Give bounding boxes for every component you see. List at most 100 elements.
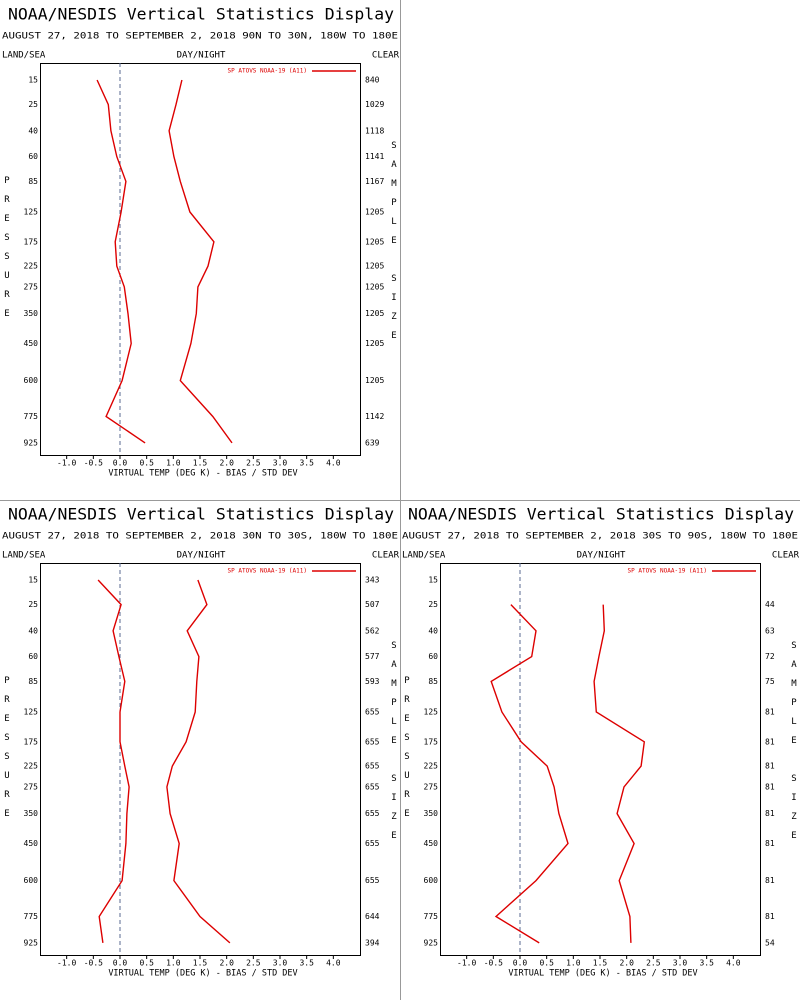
chart-subtitle: AUGUST 27, 2018 TO SEPTEMBER 2, 2018 90N… [2,32,398,42]
x-tick-label: 0.5 [139,959,154,968]
sample-size-label: 655 [365,708,380,717]
sample-size-label: 840 [365,76,380,85]
x-axis-label: VIRTUAL TEMP (DEG K) - BIAS / STD DEV [508,969,697,979]
x-tick-label: 2.5 [246,459,261,468]
sample-size-label: 562 [365,626,380,635]
y-tick-label: 125 [24,708,39,717]
x-tick-label: 2.0 [219,459,234,468]
chart-subtitle: AUGUST 27, 2018 TO SEPTEMBER 2, 2018 30S… [402,532,798,542]
panel: NOAA/NESDIS Vertical Statistics Display A… [2,505,400,979]
panel: NOAA/NESDIS Vertical Statistics Display A… [402,505,800,979]
column-header: DAY/NIGHT [577,551,626,561]
column-header: DAY/NIGHT [177,551,226,561]
plot-frame [40,63,361,456]
x-tick-label: -1.0 [57,459,76,468]
y-tick-label: 450 [24,339,39,348]
bias-line [490,604,569,944]
y-tick-label: 15 [28,576,38,585]
x-tick-label: 1.0 [166,459,181,468]
y-tick-label: 15 [428,576,438,585]
y-tick-label: 25 [28,600,38,609]
x-tick-label: 1.5 [593,959,608,968]
x-tick-label: 2.5 [246,959,261,968]
bias-line [97,579,130,943]
y-axis-label: PRESSURE [2,676,12,828]
y-tick-label: 600 [24,876,39,885]
chart-title: NOAA/NESDIS Vertical Statistics Display [8,5,394,24]
x-tick-label: 4.0 [726,959,741,968]
legend-label: SP ATOVS NOAA-19 (A11) [228,68,307,75]
x-tick-label: 0.0 [113,459,128,468]
sample-size-label: 1205 [365,237,384,246]
sample-size-label: 394 [365,938,380,947]
sample-size-label: 655 [365,839,380,848]
sample-size-label: 593 [365,677,380,686]
x-tick-label: 4.0 [326,959,341,968]
std-dev-line [168,79,233,444]
sample-size-label: 81 [765,708,775,717]
sample-size-label: 54 [765,938,775,947]
sample-size-label: 1205 [365,309,384,318]
legend-label: SP ATOVS NOAA-19 (A11) [228,568,307,575]
legend-label: SP ATOVS NOAA-19 (A11) [628,568,707,575]
y-tick-label: 175 [24,737,39,746]
x-tick-label: 3.5 [699,959,714,968]
sample-size-label: 81 [765,809,775,818]
y-tick-label: 25 [28,100,38,109]
sample-size-label: 644 [365,912,380,921]
sample-size-label: 655 [365,809,380,818]
y-tick-label: 225 [24,762,39,771]
sample-size-label: 655 [365,782,380,791]
chart-title: NOAA/NESDIS Vertical Statistics Display [408,505,794,524]
y-tick-label: 175 [424,737,439,746]
x-tick-label: 2.0 [619,959,634,968]
sample-size-label: 81 [765,876,775,885]
plot-frame [440,563,761,956]
x-tick-label: 3.0 [673,959,688,968]
x-tick-label: -1.0 [457,959,476,968]
y-axis-label: PRESSURE [402,676,412,828]
y-tick-label: 350 [424,809,439,818]
y-tick-label: 925 [24,438,39,447]
y-tick-label: 450 [24,839,39,848]
y-tick-label: 175 [24,237,39,246]
y-tick-label: 125 [24,208,39,217]
sample-size-label: 655 [365,737,380,746]
sample-size-label: 1205 [365,376,384,385]
chart-subtitle: AUGUST 27, 2018 TO SEPTEMBER 2, 2018 30N… [2,532,398,542]
x-tick-label: 2.5 [646,959,661,968]
x-tick-label: 0.5 [139,459,154,468]
y2-axis-label: SAMPLE SIZE [789,641,799,850]
x-tick-label: 0.0 [513,959,528,968]
chart-title: NOAA/NESDIS Vertical Statistics Display [8,505,394,524]
y-tick-label: 15 [28,76,38,85]
sample-size-label: 507 [365,600,380,609]
y-tick-label: 60 [28,152,38,161]
x-tick-label: 4.0 [326,459,341,468]
sample-size-label: 81 [765,839,775,848]
sample-size-label: 44 [765,600,775,609]
y-tick-label: 600 [24,376,39,385]
column-header: CLEAR [372,551,400,561]
y-tick-label: 450 [424,839,439,848]
x-tick-label: 3.5 [299,959,314,968]
y-tick-label: 40 [28,626,38,635]
y-tick-label: 225 [24,262,39,271]
sample-size-label: 81 [765,912,775,921]
sample-size-label: 1029 [365,100,384,109]
column-header: LAND/SEA [2,51,46,61]
sample-size-label: 1141 [365,152,384,161]
sample-size-label: 81 [765,762,775,771]
x-tick-label: 1.5 [193,459,208,468]
column-header: CLEAR [772,551,800,561]
x-tick-label: 1.0 [566,959,581,968]
y-tick-label: 40 [28,126,38,135]
y-tick-label: 85 [428,677,438,686]
sample-size-label: 81 [765,782,775,791]
y-tick-label: 600 [424,876,439,885]
sample-size-label: 75 [765,677,775,686]
y-tick-label: 85 [28,677,38,686]
x-axis-label: VIRTUAL TEMP (DEG K) - BIAS / STD DEV [108,969,297,979]
